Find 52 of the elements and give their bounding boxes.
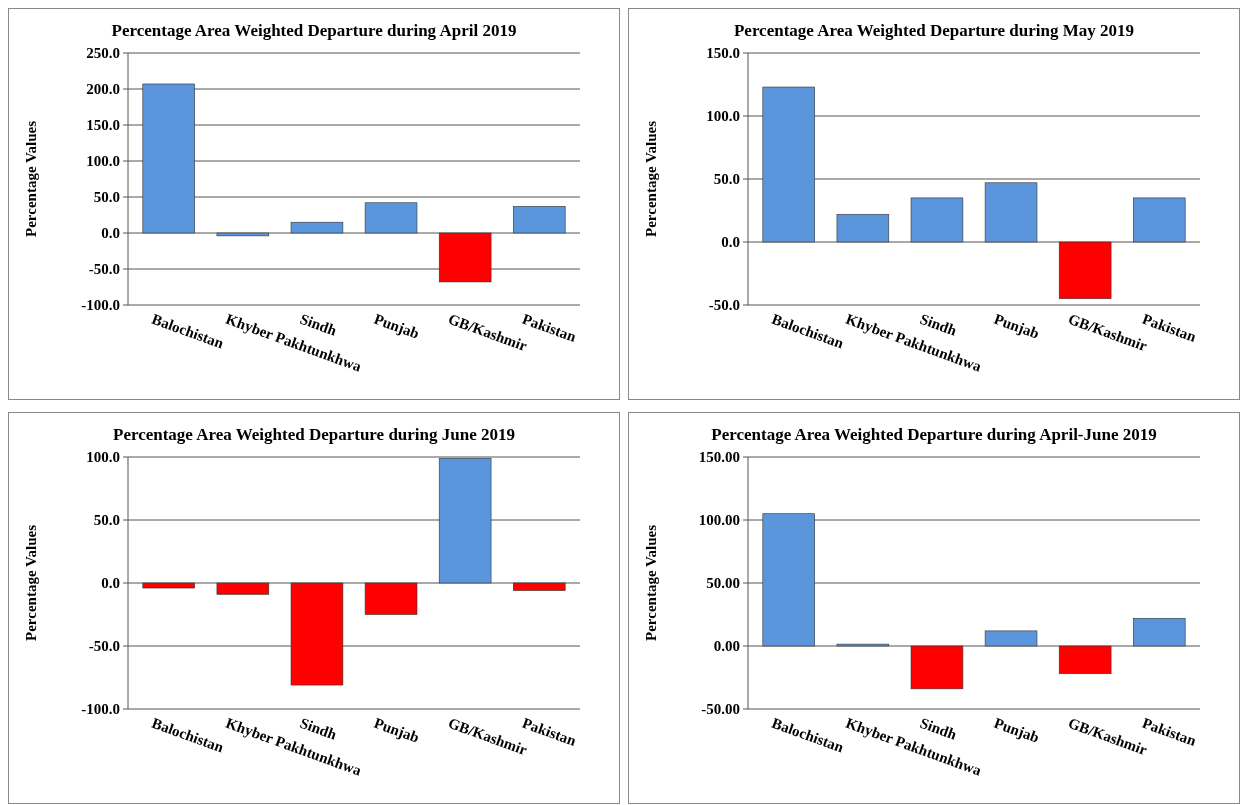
- y-tick-label: -50.00: [701, 701, 740, 718]
- bar: [290, 221, 344, 234]
- y-tick-label: 150.0: [86, 117, 120, 134]
- y-tick-label: 0.0: [101, 225, 120, 242]
- bar: [438, 232, 492, 283]
- y-tick-label: 50.0: [93, 512, 120, 529]
- y-axis-title: Percentage Values: [643, 524, 659, 641]
- y-tick-label: 0.0: [101, 575, 120, 592]
- y-tick-label: -50.0: [88, 261, 120, 278]
- y-tick-label: 150.00: [698, 449, 740, 466]
- y-tick-label: 50.00: [706, 575, 740, 592]
- y-tick-label: 50.0: [713, 171, 740, 188]
- bar: [1058, 241, 1112, 299]
- bar: [1133, 197, 1186, 243]
- y-tick-label: 0.00: [713, 638, 740, 655]
- chart-title: Percentage Area Weighted Departure during April 2019: [111, 21, 517, 40]
- bar: [513, 206, 566, 234]
- y-tick-label: 50.0: [93, 189, 120, 206]
- y-tick-label: -50.0: [88, 638, 120, 655]
- y-axis-title: Percentage Values: [23, 120, 39, 237]
- y-tick-label: 100.0: [706, 108, 740, 125]
- bar: [984, 182, 1038, 243]
- y-tick-label: 150.0: [706, 45, 740, 62]
- y-tick-label: 0.0: [721, 234, 740, 251]
- bar: [364, 202, 418, 234]
- bar: [1058, 645, 1112, 675]
- bar: [1133, 617, 1186, 647]
- y-tick-label: 200.0: [86, 81, 120, 98]
- y-tick-label: 100.00: [698, 512, 740, 529]
- bar: [910, 645, 964, 690]
- y-tick-label: -100.0: [81, 297, 120, 314]
- x-tick-label: Punjab: [372, 310, 422, 342]
- y-tick-label: 100.0: [86, 449, 120, 466]
- bar: [762, 86, 815, 243]
- chart-title: Percentage Area Weighted Departure during June 2019: [113, 425, 515, 444]
- x-tick-label: Punjab: [992, 714, 1042, 746]
- y-tick-label: 100.0: [86, 153, 120, 170]
- y-axis-title: Percentage Values: [23, 524, 39, 641]
- x-tick-label: Punjab: [372, 714, 422, 746]
- y-tick-label: -100.0: [81, 701, 120, 718]
- y-tick-label: 250.0: [86, 45, 120, 62]
- bar: [836, 213, 890, 243]
- bar: [216, 232, 270, 237]
- bar: [142, 83, 195, 234]
- bar: [984, 630, 1038, 647]
- bar: [762, 513, 815, 647]
- x-tick-label: Punjab: [992, 310, 1042, 342]
- chart-title: Percentage Area Weighted Departure during May 2019: [733, 21, 1135, 40]
- chart-title: Percentage Area Weighted Departure during April-June 2019: [711, 425, 1157, 444]
- y-axis-title: Percentage Values: [643, 120, 659, 237]
- y-tick-label: -50.0: [708, 297, 740, 314]
- bar: [910, 197, 964, 243]
